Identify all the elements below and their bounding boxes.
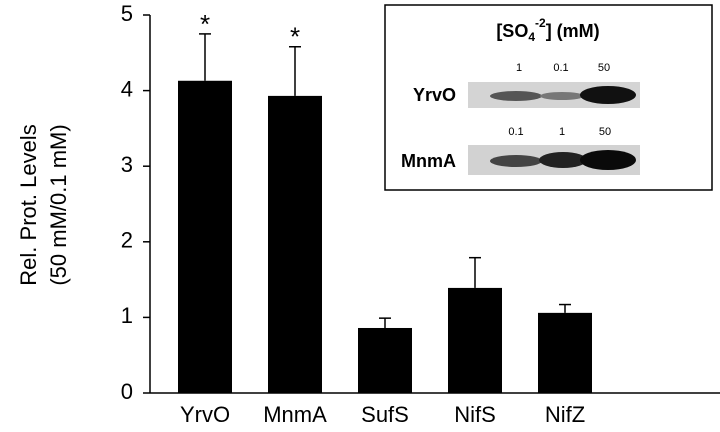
bar bbox=[268, 95, 322, 393]
blot-band bbox=[490, 91, 542, 101]
blot-band bbox=[580, 86, 636, 104]
blot-strip bbox=[468, 82, 640, 108]
y-tick-label: 3 bbox=[121, 152, 133, 177]
inset-title: [SO4-2] (mM) bbox=[496, 16, 599, 44]
significance-mark: * bbox=[290, 22, 300, 52]
lane-label: 50 bbox=[599, 126, 611, 138]
inset: [SO4-2] (mM) YrvO 1 0.1 50 MnmA 0.1 1 50 bbox=[384, 4, 713, 191]
inset-title-sup: -2 bbox=[535, 16, 546, 30]
blot-band bbox=[539, 152, 587, 168]
lane-label: 1 bbox=[516, 62, 522, 74]
y-tick-label: 2 bbox=[121, 228, 133, 253]
bar bbox=[178, 80, 232, 393]
blot-row-label: YrvO bbox=[413, 85, 456, 105]
y-tick-label: 4 bbox=[121, 76, 133, 101]
blot-band bbox=[490, 155, 542, 167]
y-label-line: Rel. Prot. Levels bbox=[16, 124, 41, 285]
lane-label: 1 bbox=[559, 126, 565, 138]
blot-band bbox=[580, 150, 636, 170]
x-tick-label: SufS bbox=[361, 402, 409, 427]
y-tick-label: 1 bbox=[121, 303, 133, 328]
lane-label: 0.1 bbox=[508, 126, 523, 138]
blot-row-label: MnmA bbox=[401, 151, 456, 171]
significance-mark: * bbox=[200, 9, 210, 39]
y-tick-label: 0 bbox=[121, 379, 133, 404]
inset-title-part: ] (mM) bbox=[546, 21, 600, 41]
blot-band bbox=[540, 92, 584, 100]
bar bbox=[358, 327, 412, 393]
bar bbox=[538, 312, 592, 393]
bar bbox=[448, 287, 502, 393]
x-tick-label: NifS bbox=[454, 402, 496, 427]
blot-strip bbox=[468, 145, 640, 175]
x-tick-label: YrvO bbox=[180, 402, 230, 427]
lane-label: 50 bbox=[598, 62, 610, 74]
inset-title-sub: 4 bbox=[528, 30, 535, 44]
y-axis-label: Rel. Prot. Levels (50 mM/0.1 mM) bbox=[16, 124, 71, 285]
y-label-line: (50 mM/0.1 mM) bbox=[46, 124, 71, 285]
x-tick-label: MnmA bbox=[263, 402, 327, 427]
lane-label: 0.1 bbox=[553, 62, 568, 74]
y-tick-label: 5 bbox=[121, 1, 133, 26]
inset-title-part: [SO bbox=[496, 21, 528, 41]
x-tick-label: NifZ bbox=[545, 402, 585, 427]
